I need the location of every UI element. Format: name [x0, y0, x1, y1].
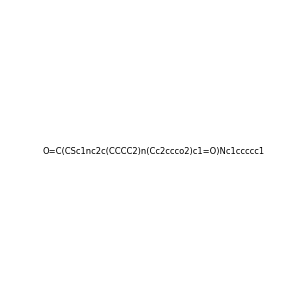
Text: O=C(CSc1nc2c(CCCC2)n(Cc2ccco2)c1=O)Nc1ccccc1: O=C(CSc1nc2c(CCCC2)n(Cc2ccco2)c1=O)Nc1cc… — [43, 147, 265, 156]
